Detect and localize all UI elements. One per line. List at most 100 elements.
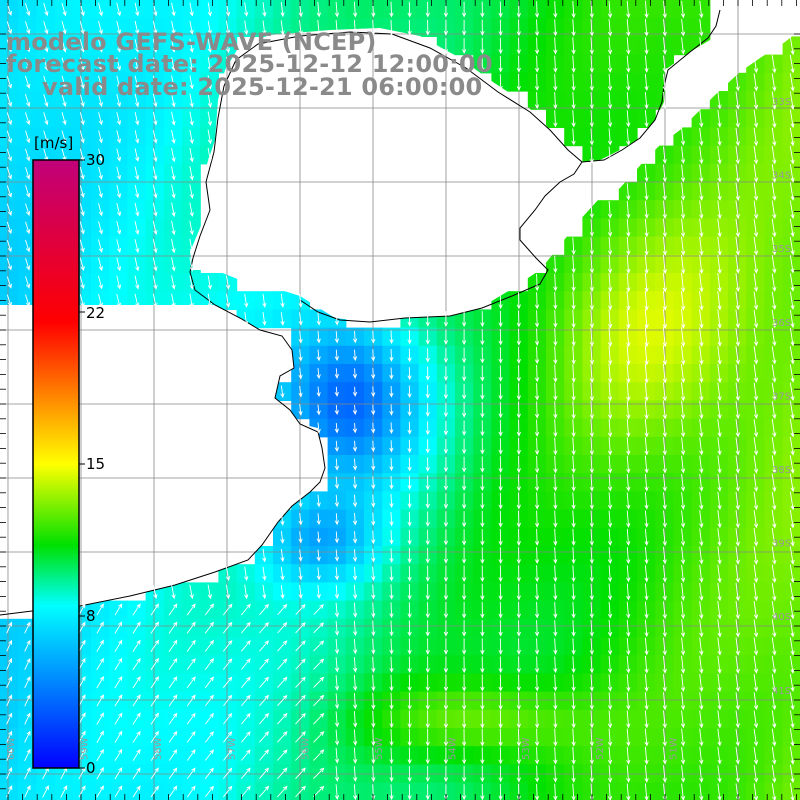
colorbar-ramp <box>32 159 80 769</box>
wind-vector-arrow <box>644 164 649 183</box>
wind-vector-arrow <box>516 765 522 783</box>
wind-vector-arrow <box>662 55 667 73</box>
wind-vector-arrow <box>771 400 777 420</box>
longitude-label: 58W <box>153 737 164 760</box>
wind-vector-arrow <box>516 492 522 510</box>
wind-vector-arrow <box>425 547 430 564</box>
wind-vector-arrow <box>626 218 631 238</box>
wind-vector-arrow <box>699 364 704 384</box>
wind-vector-arrow <box>43 21 49 35</box>
colorbar-tick-22: 22 <box>86 304 105 322</box>
wind-vector-arrow <box>699 200 704 220</box>
wind-vector-arrow <box>389 440 394 453</box>
wind-vector-arrow <box>461 674 467 692</box>
wind-vector-arrow <box>334 422 339 434</box>
wind-vector-arrow <box>571 656 576 674</box>
wind-vector-arrow <box>680 146 686 165</box>
wind-vector-arrow <box>186 749 196 761</box>
wind-vector-arrow <box>24 2 31 17</box>
wind-vector-arrow <box>516 55 522 73</box>
longitude-label: 51W <box>668 737 679 760</box>
wind-vector-arrow <box>352 386 358 397</box>
wind-vector-arrow <box>262 293 267 308</box>
wind-vector-arrow <box>222 676 233 688</box>
wind-vector-arrow <box>443 583 449 601</box>
wind-vector-arrow <box>699 0 704 19</box>
wind-vector-arrow <box>389 729 394 747</box>
wind-vector-arrow <box>334 584 340 600</box>
wind-vector-arrow <box>498 292 503 310</box>
wind-vector-arrow <box>134 130 140 144</box>
wind-vector-arrow <box>259 603 269 616</box>
wind-vector-arrow <box>681 363 686 384</box>
wind-vector-arrow <box>516 674 522 692</box>
wind-vector-arrow <box>407 674 412 692</box>
wind-vector-arrow <box>334 602 340 618</box>
wind-vector-arrow <box>298 549 303 562</box>
wind-vector-arrow <box>353 584 358 600</box>
wind-vector-arrow <box>699 437 704 456</box>
wind-vector-arrow <box>498 365 503 382</box>
wind-vector-arrow <box>98 257 103 272</box>
wind-vector-arrow <box>771 328 777 347</box>
wind-vector-arrow <box>277 694 288 707</box>
wind-vector-arrow <box>295 767 306 780</box>
wind-vector-arrow <box>189 147 194 163</box>
wind-vector-arrow <box>717 182 722 201</box>
wind-vector-arrow <box>24 75 31 89</box>
wind-vector-arrow <box>644 363 649 384</box>
wind-vector-arrow <box>789 728 795 747</box>
wind-vector-arrow <box>461 365 467 382</box>
wind-vector-arrow <box>79 112 85 126</box>
wind-vector-arrow <box>699 692 704 711</box>
wind-vector-arrow <box>644 655 649 674</box>
wind-vector-arrow <box>680 692 686 711</box>
wind-vector-arrow <box>480 692 485 711</box>
wind-vector-arrow <box>534 419 540 437</box>
wind-vector-arrow <box>735 491 740 511</box>
wind-vector-arrow <box>171 57 176 72</box>
wind-vector-arrow <box>316 368 321 380</box>
wind-vector-arrow <box>225 38 231 54</box>
wind-vector-arrow <box>644 236 649 256</box>
wind-vector-arrow <box>480 1 485 18</box>
wind-vector-arrow <box>371 404 376 416</box>
wind-vector-arrow <box>389 385 394 398</box>
wind-vector-arrow <box>498 438 503 455</box>
wind-vector-arrow <box>407 1 412 18</box>
wind-vector-arrow <box>61 112 67 126</box>
wind-vector-arrow <box>43 75 49 90</box>
wind-vector-arrow <box>626 746 631 765</box>
wind-vector-arrow <box>680 382 686 402</box>
wind-vector-arrow <box>353 766 358 782</box>
wind-vector-arrow <box>353 784 358 800</box>
wind-vector-arrow <box>753 528 759 547</box>
wind-vector-arrow <box>735 327 740 347</box>
wind-vector-arrow <box>443 457 449 473</box>
wind-vector-arrow <box>699 710 704 729</box>
wind-vector-arrow <box>24 57 31 71</box>
wind-vector-arrow <box>753 273 759 292</box>
wind-vector-arrow <box>223 694 233 707</box>
wind-vector-arrow <box>680 236 686 256</box>
wind-vector-arrow <box>498 492 503 510</box>
wind-vector-arrow <box>79 93 85 108</box>
wind-vector-arrow <box>699 345 704 366</box>
wind-vector-arrow <box>516 401 522 419</box>
wind-vector-arrow <box>607 37 613 55</box>
wind-vector-arrow <box>753 73 759 92</box>
wind-vector-arrow <box>735 91 740 110</box>
wind-vector-arrow <box>771 637 777 656</box>
wind-vector-arrow <box>571 419 576 438</box>
wind-vector-arrow <box>371 620 376 637</box>
wind-vector-arrow <box>443 38 449 54</box>
wind-vector-arrow <box>25 203 31 216</box>
wind-vector-arrow <box>241 621 251 634</box>
wind-vector-arrow <box>498 747 503 765</box>
wind-vector-arrow <box>589 237 594 256</box>
longitude-label: 59W <box>80 737 91 760</box>
wind-vector-arrow <box>498 419 503 437</box>
wind-vector-arrow <box>626 692 631 711</box>
